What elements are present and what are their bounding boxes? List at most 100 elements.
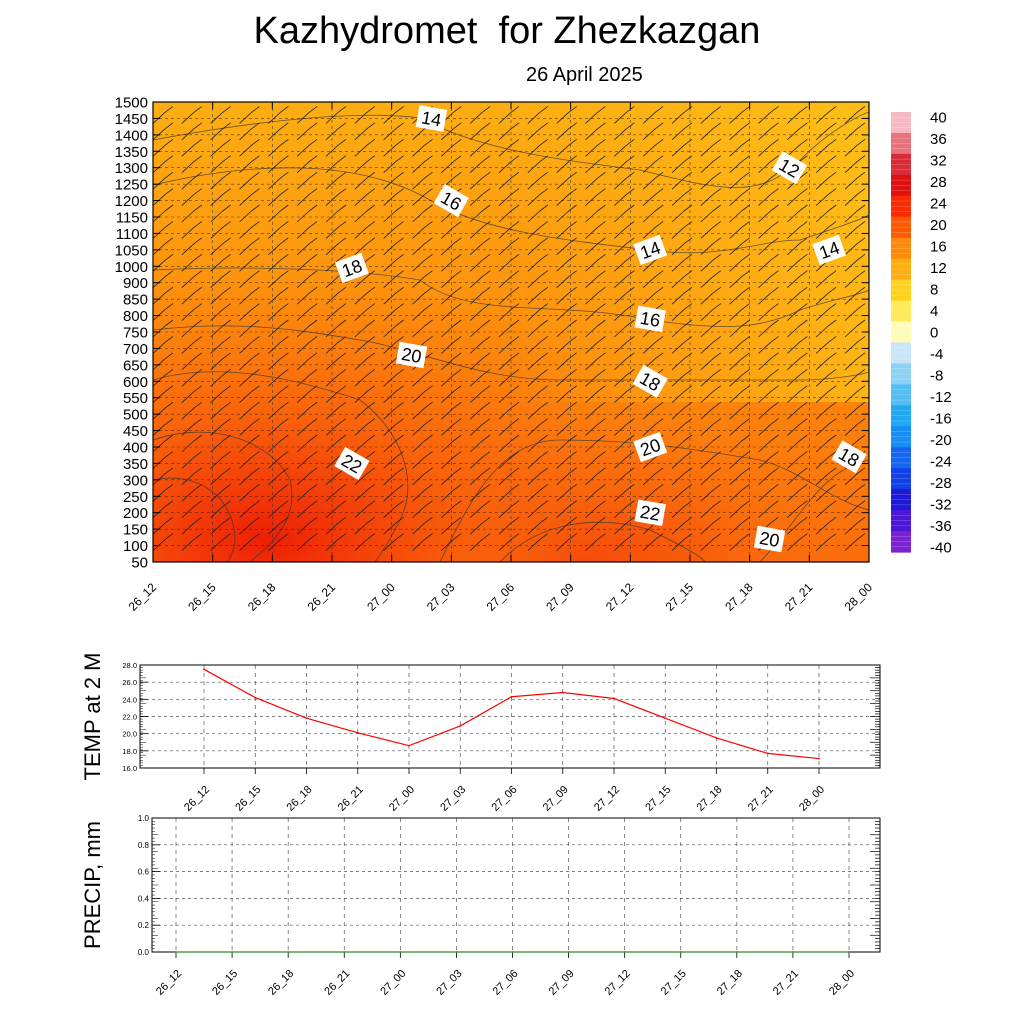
wind-barb	[758, 336, 779, 354]
wind-barb	[181, 286, 203, 305]
wind-barb	[498, 286, 520, 305]
wind-barb	[527, 385, 549, 404]
wind-barb	[412, 286, 433, 305]
wind-barb	[383, 221, 404, 239]
wind-barb	[383, 368, 404, 387]
wind-barb	[614, 434, 635, 453]
main-ytick-label: 1100	[116, 226, 148, 243]
wind-barb	[758, 352, 779, 371]
wind-barb	[441, 401, 462, 420]
wind-barb	[239, 303, 260, 321]
wind-barb	[556, 270, 577, 289]
wind-barb	[498, 122, 520, 141]
wind-barb	[354, 122, 376, 141]
wind-barb	[412, 500, 433, 519]
wind-barb	[729, 122, 750, 141]
wind-barb	[296, 533, 318, 551]
wind-barb	[844, 368, 866, 387]
wind-barb	[498, 500, 520, 519]
wind-barb	[239, 533, 260, 551]
wind-barb	[614, 171, 635, 190]
data-point	[792, 951, 794, 953]
wind-barb	[469, 483, 491, 502]
wind-barb	[527, 303, 549, 321]
colorbar-swatch	[891, 531, 911, 553]
wind-barb	[441, 434, 462, 453]
wind-barb	[700, 352, 722, 371]
wind-barb	[844, 270, 866, 289]
ytick-label: 0.4	[138, 894, 150, 903]
wind-barb	[498, 188, 520, 206]
wind-barb	[758, 319, 779, 338]
colorbar-swatch	[891, 426, 911, 448]
colorbar-label: 8	[930, 282, 938, 299]
xtick-label: 28_00	[827, 968, 857, 998]
contour-label: 18	[334, 252, 369, 284]
wind-barb	[268, 155, 289, 174]
contour-label-text: 16	[639, 308, 662, 331]
wind-barb	[181, 467, 203, 486]
ytick-label: 18.0	[122, 747, 137, 756]
wind-barb	[469, 368, 491, 387]
wind-barb	[844, 352, 866, 371]
wind-barb	[498, 319, 520, 338]
plot-frame	[139, 664, 881, 769]
wind-barb	[758, 237, 779, 256]
main-ytick-label: 850	[123, 292, 148, 309]
wind-barb	[296, 352, 318, 371]
plot-frame	[151, 817, 881, 953]
wind-barb	[239, 336, 260, 354]
wind-barb	[671, 171, 693, 190]
wind-barb	[469, 188, 491, 206]
wind-barb	[844, 122, 866, 141]
wind-barb	[354, 434, 376, 453]
wind-barb	[729, 204, 750, 223]
wind-barb	[556, 122, 577, 141]
wind-barb	[700, 434, 722, 453]
wind-barb	[441, 336, 462, 354]
wind-barb	[412, 451, 433, 469]
wind-barb	[614, 483, 635, 502]
wind-barb	[642, 286, 664, 305]
xtick-label: 28_00	[797, 784, 827, 814]
colorbar-label: 20	[930, 217, 947, 234]
wind-barb	[527, 352, 549, 371]
wind-barb	[758, 368, 779, 387]
wind-barb	[210, 319, 231, 338]
main-ytick-label: 650	[123, 357, 148, 374]
wind-barb	[210, 352, 231, 371]
colorbar-label: -20	[930, 432, 952, 449]
wind-barb	[642, 155, 664, 174]
wind-barb	[815, 188, 837, 206]
contour-label: 18	[831, 440, 867, 474]
wind-barb	[585, 385, 606, 404]
wind-barb	[614, 319, 635, 338]
wind-barb	[844, 138, 866, 157]
wind-barb	[239, 385, 260, 404]
wind-barb	[729, 467, 750, 486]
wind-barb	[614, 270, 635, 289]
xtick-label: 27_15	[659, 968, 689, 998]
wind-barb	[354, 401, 376, 420]
wind-barb	[383, 401, 404, 420]
wind-barb	[239, 451, 260, 469]
wind-barb	[383, 286, 404, 305]
wind-barb	[354, 155, 376, 174]
wind-barb	[787, 336, 808, 354]
wind-barb	[671, 319, 693, 338]
contour-label: 14	[415, 105, 448, 132]
wind-barb	[556, 286, 577, 305]
wind-barb	[268, 483, 289, 502]
wind-barb	[614, 401, 635, 420]
wind-barb	[383, 336, 404, 354]
wind-barb	[239, 188, 260, 206]
main-ytick-label: 50	[131, 555, 148, 572]
wind-barb	[210, 204, 231, 223]
colorbar-label: 24	[930, 196, 947, 213]
wind-barb	[296, 483, 318, 502]
wind-barb	[354, 336, 376, 354]
wind-barb	[614, 286, 635, 305]
colorbar-label: 28	[930, 174, 947, 191]
wind-barb	[787, 286, 808, 305]
colorbar-swatch	[891, 195, 911, 218]
